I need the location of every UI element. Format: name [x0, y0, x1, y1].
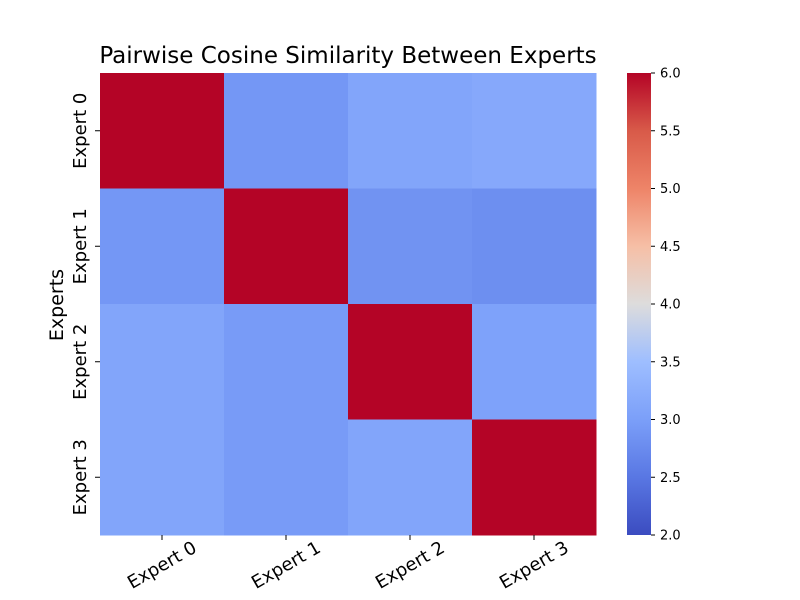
y-tick-label: Expert 0	[70, 93, 91, 169]
heatmap-cell	[100, 304, 225, 420]
heatmap-cell	[100, 73, 225, 189]
x-tick-label: Expert 3	[496, 537, 572, 593]
heatmap-cell	[472, 73, 597, 189]
heatmap-cell	[348, 419, 473, 536]
heatmap-cell	[472, 304, 597, 420]
colorbar-tick-label: 5.5	[660, 124, 681, 139]
x-tick-label: Expert 0	[124, 537, 200, 593]
colorbar-tick-label: 4.0	[660, 298, 681, 313]
colorbar-tick-label: 4.5	[660, 240, 681, 255]
x-tick-label: Expert 2	[372, 537, 448, 593]
colorbar-axis: 2.0 2.5 3.0 3.5 4.0 4.5 5.0 5.5 6.0	[651, 67, 681, 544]
chart-title: Pairwise Cosine Similarity Between Exper…	[99, 43, 596, 69]
heatmap-cell	[100, 188, 225, 305]
colorbar-tick-label: 2.5	[660, 471, 681, 486]
colorbar-tick-label: 3.5	[660, 355, 681, 370]
heatmap-cell	[348, 73, 473, 189]
x-tick-label: Expert 1	[248, 537, 324, 593]
colorbar-tick-label: 5.0	[660, 182, 681, 197]
colorbar-tick-label: 2.0	[660, 529, 681, 544]
colorbar-tick-label: 3.0	[660, 413, 681, 428]
y-axis: Expert 0 Expert 1 Expert 2 Expert 3	[70, 93, 100, 515]
heatmap-cell	[472, 188, 597, 305]
heatmap-cell	[224, 188, 349, 305]
heatmap-cell	[472, 419, 597, 536]
heatmap-cell	[100, 419, 225, 536]
y-tick-label: Expert 2	[70, 324, 91, 400]
y-tick-label: Expert 3	[70, 439, 91, 515]
colorbar-tick-label: 6.0	[660, 67, 681, 82]
y-tick-label: Expert 1	[70, 208, 91, 284]
heatmap-cell	[224, 73, 349, 189]
x-axis: Expert 0 Expert 1 Expert 2 Expert 3	[124, 535, 572, 594]
heatmap-cell	[224, 304, 349, 420]
heatmap-cell	[348, 304, 473, 420]
heatmap-cell	[348, 188, 473, 305]
y-axis-label: Experts	[46, 269, 68, 341]
heatmap-cell	[224, 419, 349, 536]
colorbar	[627, 73, 651, 535]
heatmap-cells	[100, 73, 597, 536]
